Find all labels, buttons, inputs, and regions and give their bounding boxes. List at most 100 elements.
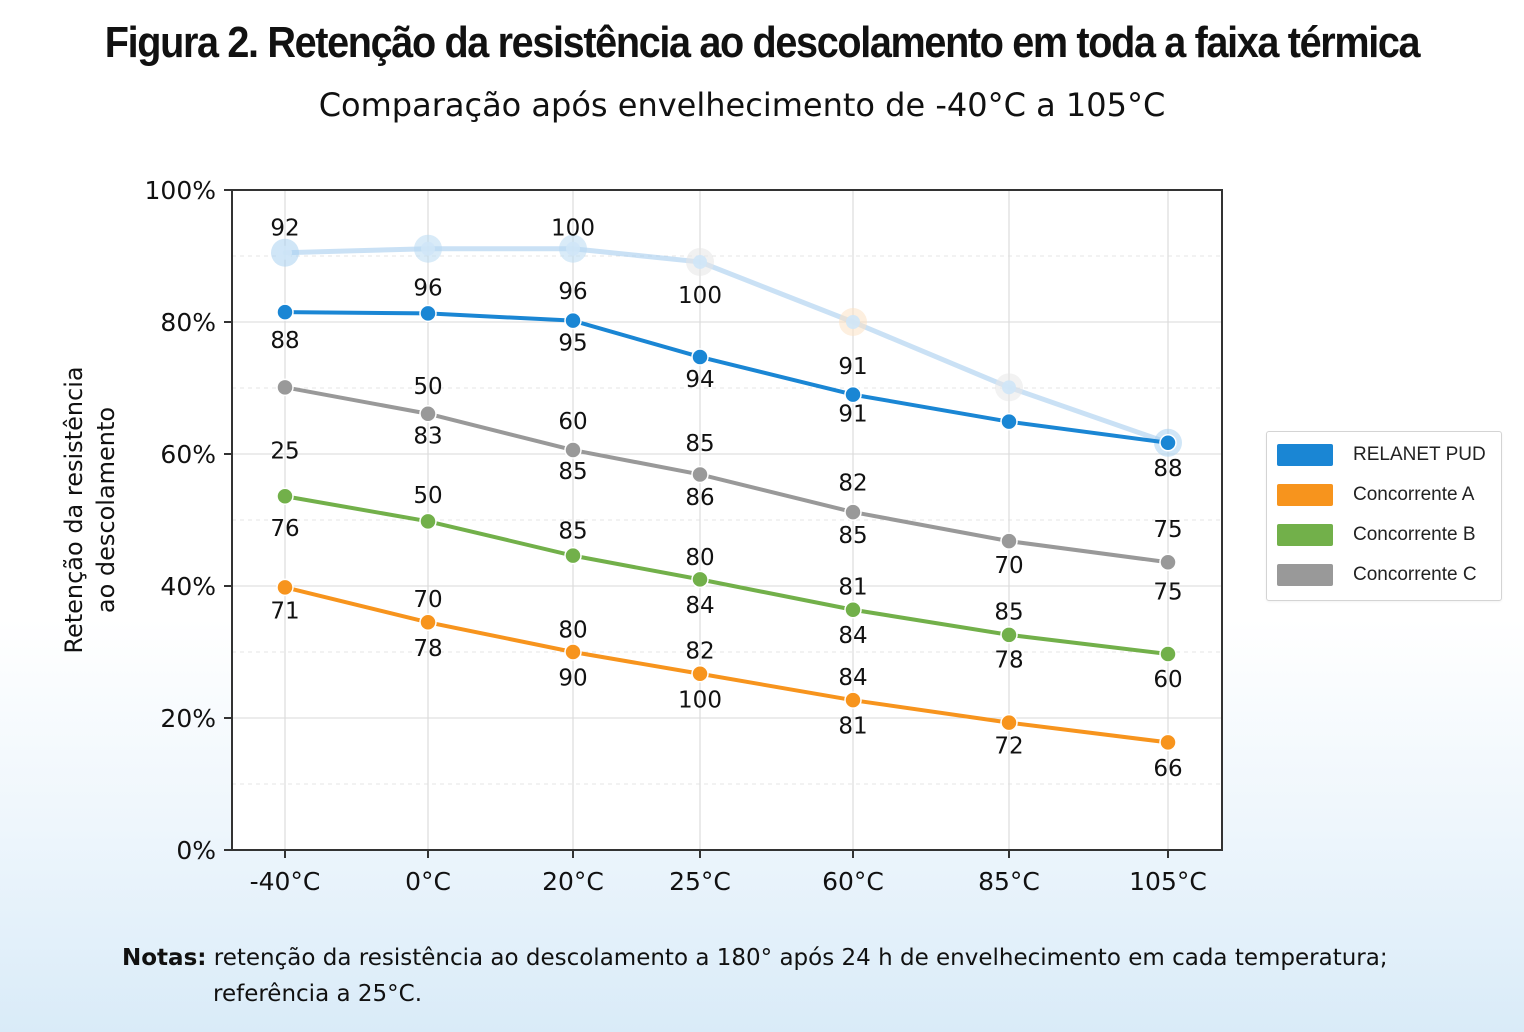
data-label: 70 bbox=[994, 553, 1023, 579]
data-label: 72 bbox=[994, 734, 1023, 760]
notes-label: Notas: bbox=[122, 945, 207, 971]
notes-line-1: Notas: retenção da resistência ao descol… bbox=[122, 940, 1388, 976]
data-label: 84 bbox=[838, 623, 867, 649]
data-label: 50 bbox=[413, 483, 442, 509]
data-point bbox=[1159, 553, 1177, 571]
data-label: 71 bbox=[270, 598, 299, 624]
data-point bbox=[1000, 412, 1018, 431]
faded-marker bbox=[846, 315, 860, 329]
data-point bbox=[1000, 713, 1018, 732]
y-tick-label: 0% bbox=[176, 836, 216, 865]
y-tick-label: 80% bbox=[160, 308, 216, 337]
data-point bbox=[276, 578, 294, 597]
legend: RELANET PUD Concorrente A Concorrente B Con… bbox=[1266, 431, 1502, 601]
data-label: 94 bbox=[685, 367, 714, 393]
faded-marker bbox=[693, 254, 707, 269]
axes: 0% 20% 40% 60% 80% 100% -40°C 0°C 20°C 25°C 60°C 85… bbox=[145, 176, 1223, 896]
legend-label: Concorrente A bbox=[1353, 484, 1475, 505]
data-point bbox=[691, 348, 709, 366]
faded-marker bbox=[278, 245, 292, 260]
data-point bbox=[276, 378, 294, 397]
data-point bbox=[564, 311, 582, 330]
data-point bbox=[844, 691, 862, 709]
y-axis-label: Retenção da resistência ao descolamento bbox=[60, 366, 120, 653]
legend-swatch bbox=[1277, 484, 1333, 506]
data-label: 85 bbox=[558, 519, 587, 545]
data-point bbox=[844, 601, 862, 619]
faded-series bbox=[271, 234, 1182, 457]
data-label: 85 bbox=[558, 459, 587, 485]
grid bbox=[232, 189, 1222, 850]
legend-item: RELANET PUD bbox=[1277, 443, 1497, 467]
data-label: 60 bbox=[558, 409, 587, 435]
data-point bbox=[691, 665, 709, 683]
data-point bbox=[1000, 532, 1018, 550]
x-tick-label: 25°C bbox=[669, 867, 731, 896]
data-point bbox=[419, 512, 437, 531]
series-relanet-pud bbox=[276, 303, 1177, 452]
data-label: 66 bbox=[1153, 756, 1182, 782]
data-labels: 92 100 96 96 100 88 95 94 91 91 88 50 83 60 85 85 86 82 85… bbox=[270, 216, 1182, 783]
data-label: 78 bbox=[413, 636, 442, 662]
legend-swatch bbox=[1277, 444, 1333, 466]
data-point bbox=[691, 570, 709, 589]
data-label: 88 bbox=[270, 328, 299, 354]
data-point bbox=[691, 465, 709, 484]
data-label: 80 bbox=[685, 545, 714, 571]
legend-label: Concorrente C bbox=[1353, 564, 1477, 585]
data-point bbox=[276, 303, 294, 321]
data-label: 91 bbox=[838, 354, 867, 380]
data-label: 81 bbox=[838, 575, 867, 601]
notes-text-1: retenção da resistência ao descolamento … bbox=[213, 945, 1388, 971]
data-point bbox=[1159, 733, 1177, 752]
data-label: 82 bbox=[838, 470, 867, 496]
y-axis-label-line: Retenção da resistência bbox=[60, 366, 88, 653]
data-point bbox=[1159, 645, 1177, 663]
data-label: 81 bbox=[838, 713, 867, 739]
data-label: 100 bbox=[678, 688, 722, 714]
data-point bbox=[419, 304, 437, 323]
data-label: 25 bbox=[270, 439, 299, 465]
data-label: 84 bbox=[685, 593, 714, 619]
notes-line-2: referência a 25°C. bbox=[213, 981, 423, 1007]
data-label: 85 bbox=[838, 523, 867, 549]
data-point bbox=[419, 404, 437, 423]
legend-item: Concorrente B bbox=[1277, 523, 1497, 547]
y-tick-label: 40% bbox=[160, 572, 216, 601]
legend-swatch bbox=[1277, 524, 1333, 546]
y-tick-label: 100% bbox=[145, 176, 216, 205]
legend-swatch bbox=[1277, 564, 1333, 586]
data-point bbox=[1159, 434, 1177, 452]
data-point bbox=[564, 643, 582, 661]
legend-item: Concorrente A bbox=[1277, 483, 1497, 507]
plot-frame bbox=[231, 189, 1223, 851]
data-label: 80 bbox=[558, 618, 587, 644]
data-label: 90 bbox=[558, 666, 587, 692]
chart-title: Figura 2. Retenção da resistência ao des… bbox=[104, 18, 1421, 67]
data-label: 50 bbox=[413, 374, 442, 400]
y-tick-label: 20% bbox=[160, 704, 216, 733]
data-point bbox=[844, 503, 862, 521]
data-label: 96 bbox=[558, 279, 587, 305]
data-label: 91 bbox=[838, 402, 867, 428]
data-label: 85 bbox=[685, 431, 714, 457]
series-concorrente-b bbox=[276, 487, 1177, 663]
data-label: 92 bbox=[270, 216, 299, 242]
legend-label: Concorrente B bbox=[1353, 524, 1476, 545]
x-tick-label: 20°C bbox=[542, 867, 604, 896]
data-label: 86 bbox=[685, 485, 714, 511]
series-concorrente-c bbox=[276, 378, 1177, 571]
faded-marker bbox=[1002, 380, 1016, 395]
data-label: 82 bbox=[685, 639, 714, 665]
data-label: 78 bbox=[994, 647, 1023, 673]
legend-label: RELANET PUD bbox=[1353, 444, 1486, 465]
y-tick-label: 60% bbox=[160, 440, 216, 469]
data-label: 83 bbox=[413, 424, 442, 450]
x-tick-label: 105°C bbox=[1129, 867, 1207, 896]
series-concorrente-a bbox=[276, 578, 1177, 752]
data-label: 95 bbox=[558, 330, 587, 356]
data-point bbox=[419, 613, 437, 632]
data-label: 84 bbox=[838, 665, 867, 691]
faded-marker bbox=[421, 241, 435, 256]
